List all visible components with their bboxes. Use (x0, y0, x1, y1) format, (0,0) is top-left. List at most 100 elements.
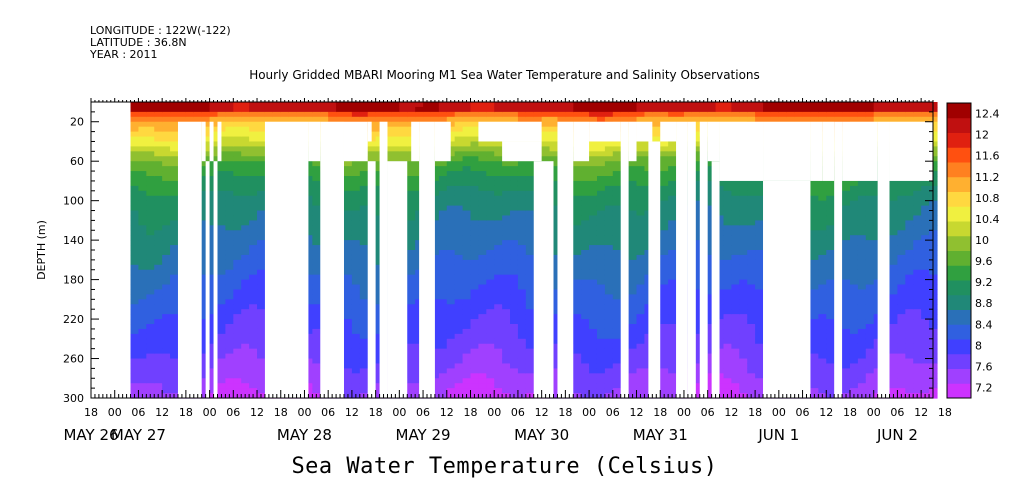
heatmap-cell (249, 185, 258, 192)
heatmap-cell (217, 225, 227, 231)
heatmap-cell (581, 200, 590, 207)
heatmap-cell (486, 116, 495, 123)
heatmap-cell (170, 269, 179, 276)
heatmap-cell (549, 106, 559, 113)
heatmap-cell (249, 146, 258, 152)
heatmap-cell (383, 106, 393, 113)
heatmap-cell (628, 225, 638, 231)
heatmap-cell (691, 259, 701, 266)
heatmap-cell (494, 171, 503, 177)
heatmap-cell (612, 185, 622, 192)
heatmap-cell (486, 299, 495, 305)
heatmap-cell (596, 259, 606, 266)
heatmap-cell (233, 294, 242, 300)
heatmap-cell (217, 319, 227, 325)
heatmap-cell (636, 151, 646, 157)
heatmap-cell (201, 156, 211, 162)
heatmap-cell (660, 328, 669, 335)
heatmap-cell (691, 141, 701, 147)
heatmap-cell (462, 373, 472, 379)
heatmap-cell (470, 338, 479, 345)
heatmap-cell (525, 358, 535, 365)
heatmap-cell (510, 284, 519, 291)
heatmap-cell (660, 388, 669, 394)
heatmap-cell (454, 383, 464, 389)
longitude-label: LONGITUDE : 122W(-122) (90, 24, 231, 37)
heatmap-cell (486, 304, 495, 310)
heatmap-cell (257, 126, 266, 133)
heatmap-cell (170, 151, 179, 157)
heatmap-cell (391, 141, 400, 147)
heatmap-cell (462, 215, 472, 221)
heatmap-cell (541, 106, 551, 113)
heatmap-cell (470, 230, 479, 236)
heatmap-cell (589, 205, 598, 212)
heatmap-cell (668, 388, 677, 394)
heatmap-cell (359, 240, 369, 246)
heatmap-cell (257, 131, 266, 138)
heatmap-cell (162, 363, 171, 369)
heatmap-cell (731, 348, 740, 355)
heatmap-cell (233, 205, 242, 212)
heatmap-cell (233, 161, 242, 167)
heatmap-cell (604, 338, 614, 345)
heatmap-cell (628, 373, 638, 379)
heatmap-cell (351, 111, 361, 118)
heatmap-cell (351, 245, 361, 251)
heatmap-cell (233, 328, 242, 335)
heatmap-cell (154, 279, 163, 286)
heatmap-cell (162, 136, 171, 143)
heatmap-cell (241, 358, 250, 365)
heatmap-cell (225, 195, 234, 202)
heatmap-cell (288, 106, 298, 113)
heatmap-cell (755, 304, 764, 310)
heatmap-cell (612, 156, 622, 162)
heatmap-cell (304, 245, 313, 251)
heatmap-cell (233, 166, 242, 172)
heatmap-cell (549, 259, 559, 266)
heatmap-cell (533, 116, 543, 123)
heatmap-cell (249, 136, 258, 143)
heatmap-cell (581, 180, 590, 187)
heatmap-cell (462, 121, 472, 128)
heatmap-cell (241, 200, 250, 207)
heatmap-cell (494, 215, 503, 221)
heatmap-cell (478, 161, 487, 167)
heatmap-cell (731, 195, 740, 202)
heatmap-cell (604, 314, 614, 320)
heatmap-cell (604, 259, 614, 266)
heatmap-cell (154, 388, 163, 394)
heatmap-cell (723, 205, 732, 212)
heatmap-cell (549, 111, 559, 118)
heatmap-cell (565, 102, 574, 108)
heatmap-cell (755, 259, 764, 266)
heatmap-cell (494, 166, 503, 172)
heatmap-cell (351, 328, 361, 335)
heatmap-cell (328, 106, 337, 113)
heatmap-cell (510, 180, 519, 187)
heatmap-cell (596, 319, 606, 325)
heatmap-cell (257, 264, 266, 271)
heatmap-cell (454, 220, 464, 226)
heatmap-cell (193, 111, 203, 118)
heatmap-cell (407, 264, 416, 271)
heatmap-cell (470, 126, 479, 133)
heatmap-cell (446, 388, 456, 394)
heatmap-cell (612, 279, 622, 286)
heatmap-cell (415, 102, 424, 108)
heatmap-cell (430, 328, 440, 335)
heatmap-cell (755, 363, 764, 369)
heatmap-cell (162, 333, 171, 340)
heatmap-cell (596, 185, 606, 192)
heatmap-cell (668, 254, 677, 261)
heatmap-cell (596, 358, 606, 365)
heatmap-cell (628, 250, 638, 256)
heatmap-cell (470, 240, 479, 246)
heatmap-cell (715, 205, 725, 212)
heatmap-cell (312, 220, 321, 226)
heatmap-cell (660, 200, 669, 207)
heatmap-cell (209, 121, 219, 128)
heatmap-cell (446, 348, 456, 355)
heatmap-cell (225, 363, 234, 369)
heatmap-cell (636, 205, 646, 212)
